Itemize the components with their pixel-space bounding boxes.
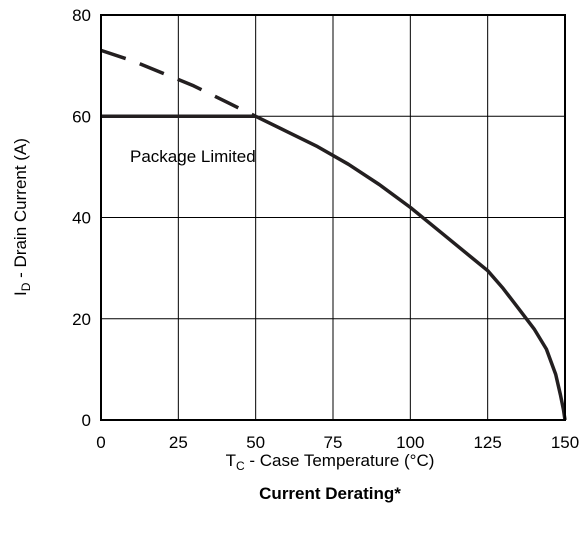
y-tick-label: 0 [82,411,91,430]
package-limited-annotation: Package Limited [130,147,256,166]
y-tick-label: 60 [72,107,91,126]
x-tick-label: 150 [551,433,579,452]
tick-labels: 0 25 50 75 100 125 150 0 20 40 60 80 [72,6,579,452]
x-tick-label: 25 [169,433,188,452]
x-tick-label: 75 [324,433,343,452]
grid-lines [101,15,565,420]
x-tick-label: 0 [96,433,105,452]
x-tick-label: 100 [396,433,424,452]
solid-series-line-2 [254,114,567,421]
y-tick-label: 80 [72,6,91,25]
y-tick-label: 20 [72,310,91,329]
chart-title: Current Derating* [259,484,401,503]
dashed-series-line [100,48,257,118]
y-tick-label: 40 [72,209,91,228]
series-group [100,48,567,421]
y-axis-label: ID - Drain Current (A) [11,138,33,296]
x-axis-label: TC - Case Temperature (°C) [226,451,435,473]
x-tick-label: 125 [473,433,501,452]
plot-frame [100,14,566,421]
x-tick-label: 50 [246,433,265,452]
